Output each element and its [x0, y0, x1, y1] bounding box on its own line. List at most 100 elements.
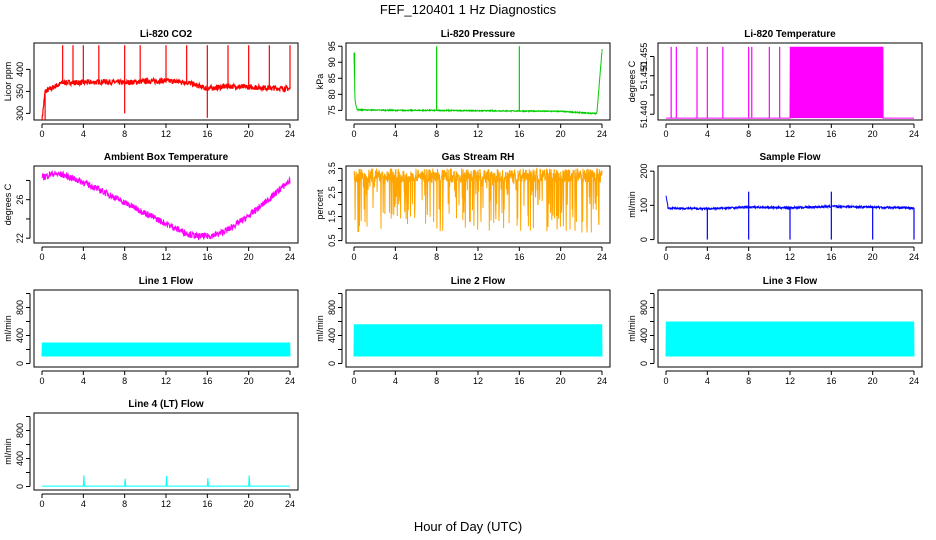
- x-tick-label: 12: [161, 499, 171, 509]
- panel-2: Li-820 Pressure kPa 0 4 8 12 16 20 24 75 80 85 90 95: [315, 29, 611, 139]
- x-tick-label: 24: [597, 129, 607, 139]
- y-axis-label: degrees C: [3, 183, 13, 225]
- y-tick-label: 800: [327, 300, 337, 315]
- x-tick-label: 0: [351, 129, 356, 139]
- x-tick-label: 4: [81, 252, 86, 262]
- y-tick-label: 85: [327, 73, 337, 83]
- x-tick-label: 8: [122, 376, 127, 386]
- x-tick-label: 24: [285, 129, 295, 139]
- x-tick-label: 16: [202, 376, 212, 386]
- x-tick-label: 16: [514, 129, 524, 139]
- y-tick-label: 400: [327, 328, 337, 343]
- series-line: [666, 46, 914, 119]
- y-tick-label: 75: [327, 105, 337, 115]
- series-line: [665, 195, 915, 212]
- figure-title: FEF_120401 1 Hz Diagnostics: [380, 2, 557, 17]
- y-tick-label: 800: [15, 423, 25, 438]
- x-tick-label: 4: [393, 252, 398, 262]
- plot-frame: [345, 42, 611, 121]
- x-tick-label: 24: [909, 376, 919, 386]
- x-tick-label: 4: [705, 252, 710, 262]
- x-tick-label: 12: [161, 376, 171, 386]
- x-tick-label: 12: [161, 252, 171, 262]
- x-tick-label: 20: [244, 499, 254, 509]
- x-tick-label: 12: [785, 129, 795, 139]
- x-tick-label: 4: [705, 129, 710, 139]
- x-tick-label: 4: [705, 376, 710, 386]
- plot-frame: [657, 42, 923, 121]
- x-tick-label: 24: [285, 252, 295, 262]
- y-tick-label: 350: [15, 84, 25, 99]
- y-tick-label: 51.455: [639, 43, 649, 71]
- y-tick-label: 400: [15, 451, 25, 466]
- x-tick-label: 20: [868, 376, 878, 386]
- x-tick-label: 16: [514, 252, 524, 262]
- y-axis-label: degrees C: [627, 60, 637, 102]
- y-tick-label: 1.5: [327, 210, 337, 223]
- x-tick-label: 0: [351, 252, 356, 262]
- series-line: [353, 167, 603, 233]
- y-tick-label: 0: [639, 361, 649, 366]
- panel-8: Line 2 Flow ml/min 0 4 8 12 16 20 24 0 400 800: [315, 276, 611, 386]
- plot-frame: [345, 165, 611, 244]
- y-tick-label: 400: [15, 62, 25, 77]
- x-tick-label: 8: [122, 129, 127, 139]
- y-axis-label: ml/min: [3, 438, 13, 465]
- x-tick-label: 8: [434, 376, 439, 386]
- series-line: [41, 76, 291, 120]
- plot-frame: [33, 412, 299, 491]
- x-tick-label: 20: [868, 252, 878, 262]
- y-tick-label: 80: [327, 89, 337, 99]
- x-tick-label: 20: [556, 252, 566, 262]
- x-tick-label: 4: [393, 129, 398, 139]
- x-tick-label: 8: [746, 129, 751, 139]
- x-tick-label: 24: [909, 129, 919, 139]
- plot-frame: [33, 289, 299, 368]
- series-line: [353, 51, 603, 116]
- figure-xlabel: Hour of Day (UTC): [414, 519, 522, 534]
- x-tick-label: 16: [826, 129, 836, 139]
- x-tick-label: 8: [434, 129, 439, 139]
- panel-title: Li-820 Temperature: [744, 29, 836, 40]
- y-axis-label: ml/min: [315, 315, 325, 342]
- panel-1: Li-820 CO2 Licor ppm 0 4 8 12 16 20 24 300 350 400: [3, 29, 299, 139]
- y-tick-label: 0: [15, 484, 25, 489]
- panel-10: Line 4 (LT) Flow ml/min 0 4 8 12 16 20 24 0 400 800: [3, 399, 299, 509]
- series-line: [41, 342, 291, 357]
- y-axis-label: Licor ppm: [3, 62, 13, 102]
- y-tick-label: 0: [327, 361, 337, 366]
- panel-4: Ambient Box Temperature degrees C 0 4 8 12 16 2…: [3, 152, 299, 262]
- x-tick-label: 20: [244, 252, 254, 262]
- x-tick-label: 0: [663, 252, 668, 262]
- x-tick-label: 24: [909, 252, 919, 262]
- series-line: [665, 321, 915, 357]
- plot-frame: [657, 289, 923, 368]
- panel-title: Li-820 Pressure: [441, 29, 516, 40]
- panel-6: Sample Flow ml/min 0 4 8 12 16 20 24 0 100 200: [627, 152, 923, 262]
- y-axis-label: ml/min: [627, 315, 637, 342]
- x-tick-label: 8: [122, 499, 127, 509]
- x-tick-label: 16: [514, 376, 524, 386]
- x-tick-label: 24: [285, 499, 295, 509]
- x-tick-label: 12: [785, 376, 795, 386]
- x-tick-label: 0: [39, 252, 44, 262]
- x-tick-label: 12: [473, 129, 483, 139]
- y-tick-label: 100: [639, 198, 649, 213]
- x-tick-label: 20: [868, 129, 878, 139]
- series-line: [353, 324, 603, 357]
- plot-frame: [345, 289, 611, 368]
- x-tick-label: 4: [81, 376, 86, 386]
- x-tick-label: 24: [597, 376, 607, 386]
- x-tick-label: 8: [122, 252, 127, 262]
- x-tick-label: 16: [826, 252, 836, 262]
- y-tick-label: 51.450: [639, 62, 649, 90]
- y-axis-label: ml/min: [627, 191, 637, 218]
- x-tick-label: 0: [39, 129, 44, 139]
- panel-title: Line 2 Flow: [451, 276, 506, 287]
- panel-title: Ambient Box Temperature: [104, 152, 229, 163]
- x-tick-label: 16: [202, 252, 212, 262]
- panel-9: Line 3 Flow ml/min 0 4 8 12 16 20 24 0 400 800: [627, 276, 923, 386]
- x-tick-label: 20: [244, 376, 254, 386]
- plot-frame: [657, 165, 923, 244]
- x-tick-label: 8: [746, 252, 751, 262]
